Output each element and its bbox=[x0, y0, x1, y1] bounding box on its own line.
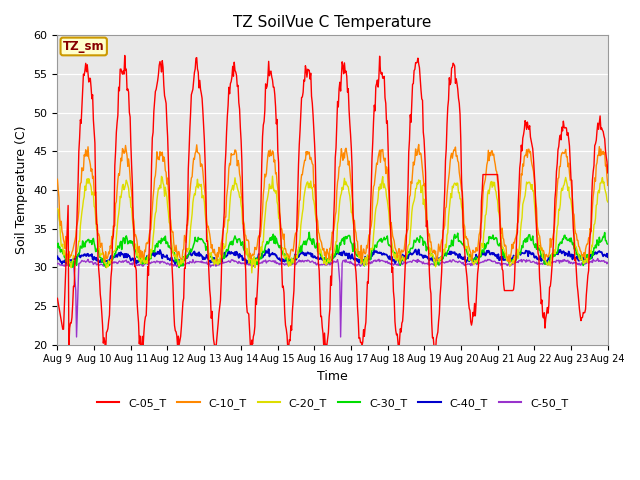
C-40_T bbox=[172, 261, 179, 267]
C-50_T bbox=[604, 260, 612, 265]
C-10_T bbox=[54, 177, 61, 182]
C-10_T bbox=[415, 142, 422, 147]
C-05_T bbox=[177, 334, 184, 339]
C-30_T bbox=[177, 263, 184, 269]
C-10_T bbox=[604, 182, 612, 188]
C-20_T bbox=[176, 262, 184, 267]
C-20_T bbox=[205, 257, 212, 263]
C-20_T bbox=[54, 206, 61, 212]
Line: C-05_T: C-05_T bbox=[58, 56, 608, 354]
C-05_T bbox=[63, 223, 71, 229]
C-20_T bbox=[269, 173, 276, 179]
C-50_T bbox=[417, 259, 424, 264]
C-40_T bbox=[265, 246, 273, 252]
C-10_T bbox=[121, 150, 129, 156]
C-10_T bbox=[417, 151, 425, 157]
C-10_T bbox=[400, 247, 408, 252]
C-30_T bbox=[206, 253, 214, 259]
C-30_T bbox=[120, 235, 128, 241]
C-10_T bbox=[177, 256, 184, 262]
C-30_T bbox=[54, 244, 61, 250]
Y-axis label: Soil Temperature (C): Soil Temperature (C) bbox=[15, 126, 28, 254]
C-05_T bbox=[247, 351, 255, 357]
Title: TZ SoilVue C Temperature: TZ SoilVue C Temperature bbox=[234, 15, 432, 30]
C-05_T bbox=[206, 287, 214, 293]
C-20_T bbox=[248, 270, 255, 276]
C-10_T bbox=[63, 252, 71, 257]
C-50_T bbox=[594, 256, 602, 262]
C-30_T bbox=[305, 229, 313, 235]
C-50_T bbox=[400, 260, 408, 266]
C-05_T bbox=[120, 71, 128, 77]
C-40_T bbox=[604, 254, 612, 260]
C-10_T bbox=[206, 231, 214, 237]
C-10_T bbox=[64, 262, 72, 267]
C-20_T bbox=[63, 259, 71, 264]
Line: C-30_T: C-30_T bbox=[58, 232, 608, 267]
C-05_T bbox=[417, 87, 425, 93]
X-axis label: Time: Time bbox=[317, 370, 348, 383]
C-05_T bbox=[54, 295, 61, 301]
C-30_T bbox=[63, 260, 71, 265]
C-40_T bbox=[177, 258, 184, 264]
C-50_T bbox=[63, 262, 71, 268]
C-50_T bbox=[177, 262, 184, 268]
C-30_T bbox=[417, 234, 425, 240]
C-20_T bbox=[417, 190, 425, 195]
C-50_T bbox=[73, 334, 81, 340]
Line: C-20_T: C-20_T bbox=[58, 176, 608, 273]
Line: C-50_T: C-50_T bbox=[58, 259, 608, 337]
C-30_T bbox=[175, 264, 183, 270]
C-40_T bbox=[206, 258, 214, 264]
Line: C-40_T: C-40_T bbox=[58, 249, 608, 264]
C-20_T bbox=[120, 187, 128, 192]
C-30_T bbox=[401, 256, 409, 262]
C-50_T bbox=[54, 261, 61, 267]
C-20_T bbox=[401, 255, 409, 261]
Text: TZ_sm: TZ_sm bbox=[63, 40, 104, 53]
C-40_T bbox=[120, 255, 128, 261]
C-20_T bbox=[604, 199, 612, 205]
C-40_T bbox=[54, 253, 61, 259]
Legend: C-05_T, C-10_T, C-20_T, C-30_T, C-40_T, C-50_T: C-05_T, C-10_T, C-20_T, C-30_T, C-40_T, … bbox=[93, 394, 573, 413]
C-50_T bbox=[206, 262, 214, 267]
C-05_T bbox=[604, 170, 612, 176]
C-40_T bbox=[417, 252, 425, 258]
C-50_T bbox=[121, 258, 129, 264]
C-40_T bbox=[401, 253, 409, 259]
C-05_T bbox=[121, 53, 129, 59]
Line: C-10_T: C-10_T bbox=[58, 144, 608, 264]
C-40_T bbox=[63, 261, 71, 266]
C-05_T bbox=[401, 271, 409, 276]
C-30_T bbox=[604, 241, 612, 247]
